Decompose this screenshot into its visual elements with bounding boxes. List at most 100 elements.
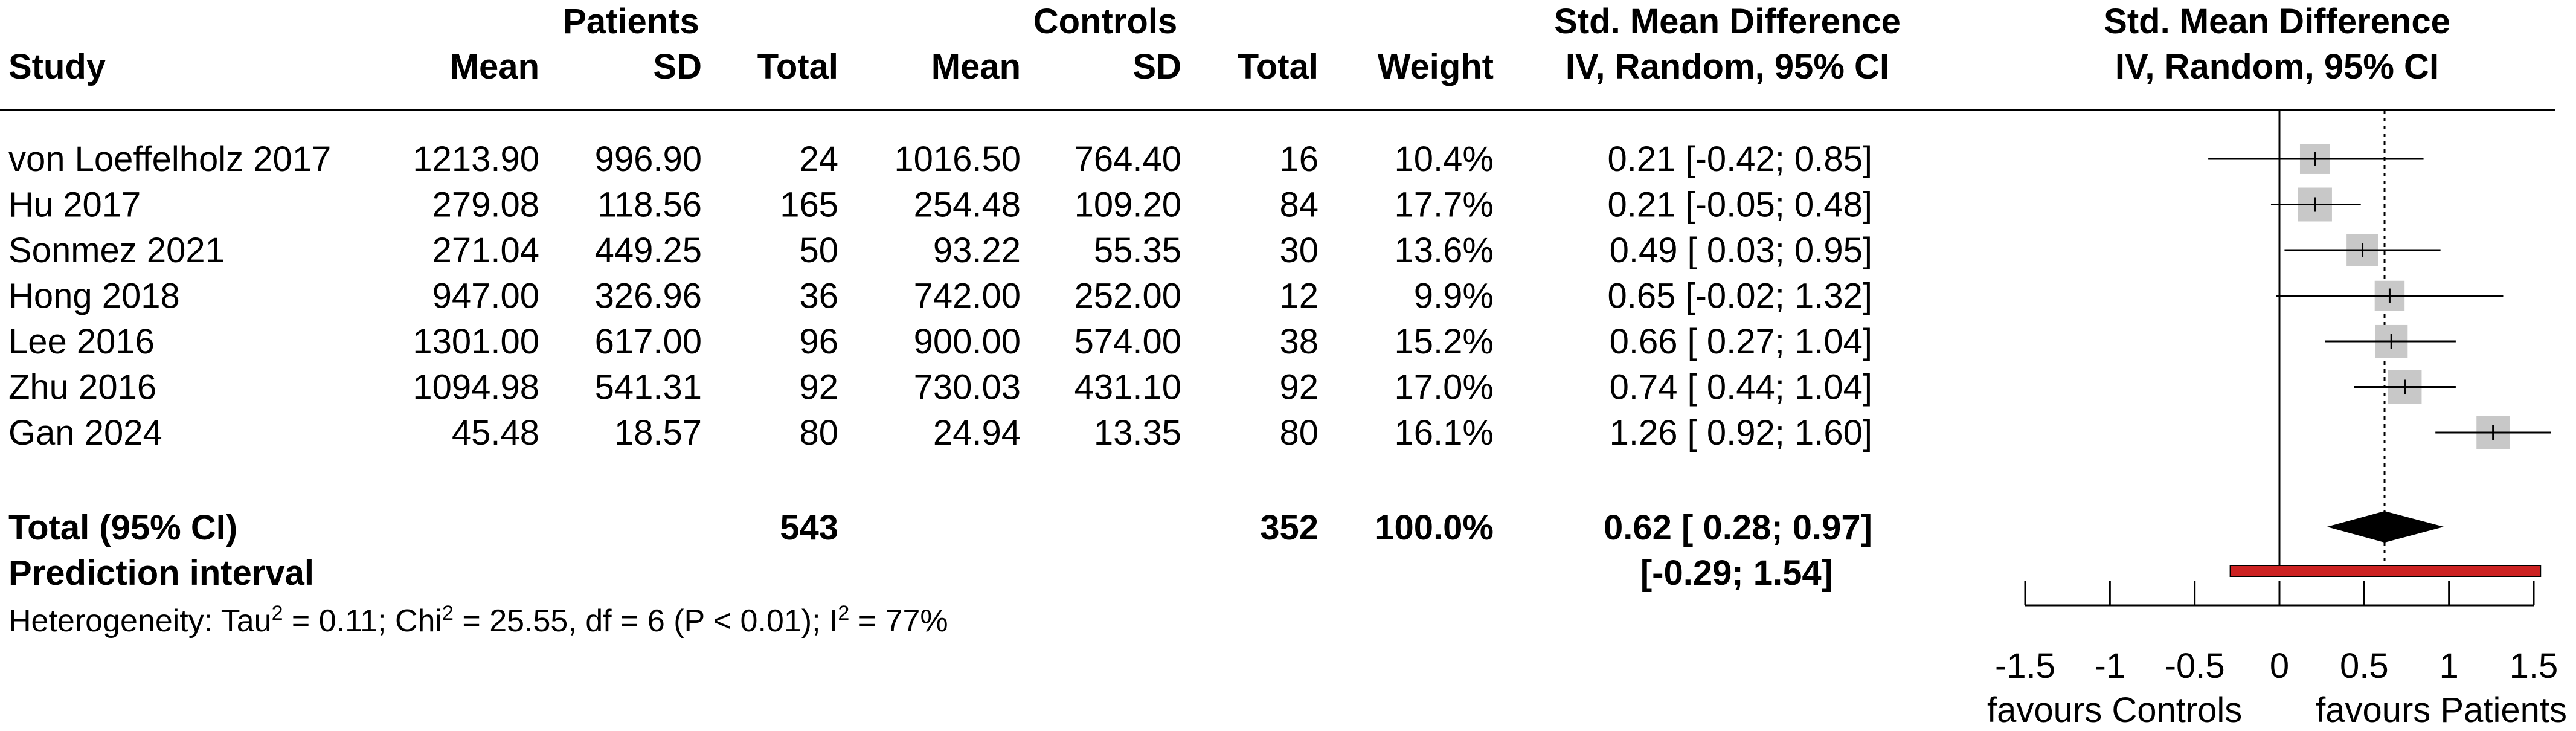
x-tick-label: 1.5 <box>2510 646 2558 686</box>
total-patients: 92 <box>799 368 838 407</box>
column-header-total-controls: Total <box>1238 47 1319 86</box>
study-name: Sonmez 2021 <box>8 231 225 270</box>
sd-patients: 326.96 <box>595 277 702 316</box>
mean-controls: 742.00 <box>914 277 1021 316</box>
column-header-study: Study <box>8 47 106 86</box>
total-controls: 12 <box>1279 277 1319 316</box>
x-tick-label: -0.5 <box>2165 646 2225 686</box>
total-label: Total (95% CI) <box>8 508 237 547</box>
sd-patients: 541.31 <box>595 368 702 407</box>
column-header-mean-controls: Mean <box>931 47 1021 86</box>
total-patients: 543 <box>780 508 838 547</box>
mean-patients: 279.08 <box>432 185 539 225</box>
smd-ci: 0.65 [-0.02; 1.32] <box>1607 277 1872 316</box>
favours-left-label: favours Controls <box>1987 691 2242 730</box>
sd-controls: 252.00 <box>1074 277 1181 316</box>
x-tick-label: 0 <box>2270 646 2289 686</box>
smd-header-top: Std. Mean Difference <box>1554 2 1901 41</box>
forest-plot-area: -1.5 -1 -0.5 0 0.5 1 1.5 <box>1995 110 2558 686</box>
x-tick-label: 0.5 <box>2340 646 2389 686</box>
column-header-sd-controls: SD <box>1132 47 1181 86</box>
sd-controls: 574.00 <box>1074 322 1181 361</box>
sd-controls: 13.35 <box>1094 413 1181 452</box>
weight: 17.7% <box>1395 185 1494 225</box>
x-tick-label: -1.5 <box>1995 646 2055 686</box>
mean-controls: 24.94 <box>933 413 1021 452</box>
column-header-total-patients: Total <box>757 47 838 86</box>
smd-ci: 1.26 [ 0.92; 1.60] <box>1610 413 1872 452</box>
plot-header-sub: IV, Random, 95% CI <box>2115 47 2439 86</box>
favours-right-label: favours Patients <box>2316 691 2567 730</box>
weight: 13.6% <box>1395 231 1494 270</box>
total-patients: 165 <box>780 185 838 225</box>
sd-patients: 118.56 <box>597 185 702 225</box>
smd-ci: 0.21 [-0.05; 0.48] <box>1607 185 1872 225</box>
controls-header: Controls <box>1033 2 1177 41</box>
table-row: von Loeffelholz 2017 1213.90 996.90 24 1016.… <box>8 140 1872 179</box>
sd-patients: 449.25 <box>595 231 702 270</box>
mean-patients: 1094.98 <box>413 368 539 407</box>
study-name: Hong 2018 <box>8 277 180 316</box>
mean-patients: 947.00 <box>432 277 539 316</box>
table-row: Sonmez 2021 271.04 449.25 50 93.22 55.35 30 13.… <box>8 231 1872 270</box>
table-row: Hong 2018 947.00 326.96 36 742.00 252.00 12 9.9… <box>8 277 1872 316</box>
weight: 15.2% <box>1395 322 1494 361</box>
sd-controls: 431.10 <box>1074 368 1181 407</box>
prediction-label: Prediction interval <box>8 553 314 593</box>
mean-controls: 1016.50 <box>894 140 1021 179</box>
study-name: Lee 2016 <box>8 322 155 361</box>
table-row: Gan 2024 45.48 18.57 80 24.94 13.35 80 16.1% 1.2… <box>8 413 1872 452</box>
study-name: Hu 2017 <box>8 185 141 225</box>
plot-header-top: Std. Mean Difference <box>2104 2 2450 41</box>
column-header-smd-ci: IV, Random, 95% CI <box>1566 47 1889 86</box>
smd-ci: 0.49 [ 0.03; 0.95] <box>1610 231 1872 270</box>
total-controls: 16 <box>1279 140 1319 179</box>
smd-ci: 0.66 [ 0.27; 1.04] <box>1610 322 1872 361</box>
table-row: Lee 2016 1301.00 617.00 96 900.00 574.00 38 15.… <box>8 322 1872 361</box>
total-controls: 30 <box>1279 231 1319 270</box>
total-patients: 36 <box>799 277 838 316</box>
mean-patients: 271.04 <box>432 231 539 270</box>
mean-patients: 1301.00 <box>413 322 539 361</box>
sd-controls: 764.40 <box>1074 140 1181 179</box>
summary-diamond <box>2327 511 2444 543</box>
total-patients: 80 <box>799 413 838 452</box>
total-patients: 24 <box>799 140 838 179</box>
sd-controls: 55.35 <box>1094 231 1181 270</box>
sd-patients: 18.57 <box>614 413 702 452</box>
total-controls: 38 <box>1279 322 1319 361</box>
weight: 10.4% <box>1395 140 1494 179</box>
total-ci: 0.62 [ 0.28; 0.97] <box>1604 508 1872 547</box>
total-patients: 96 <box>799 322 838 361</box>
sd-controls: 109.20 <box>1074 185 1181 225</box>
smd-ci: 0.74 [ 0.44; 1.04] <box>1610 368 1872 407</box>
column-header-mean-patients: Mean <box>450 47 539 86</box>
smd-ci: 0.21 [-0.42; 0.85] <box>1607 140 1872 179</box>
prediction-ci: [-0.29; 1.54] <box>1640 553 1833 593</box>
study-rows: von Loeffelholz 2017 1213.90 996.90 24 1016.… <box>8 140 1872 452</box>
column-header-sd-patients: SD <box>653 47 702 86</box>
sd-patients: 996.90 <box>595 140 702 179</box>
column-header-weight: Weight <box>1378 47 1494 86</box>
total-controls: 80 <box>1279 413 1319 452</box>
x-tick-label: -1 <box>2095 646 2126 686</box>
total-weight: 100.0% <box>1375 508 1494 547</box>
mean-controls: 730.03 <box>914 368 1021 407</box>
mean-controls: 93.22 <box>933 231 1021 270</box>
mean-controls: 254.48 <box>914 185 1021 225</box>
weight: 9.9% <box>1414 277 1494 316</box>
study-name: von Loeffelholz 2017 <box>8 140 331 179</box>
table-row: Hu 2017 279.08 118.56 165 254.48 109.20 84 17.7… <box>8 185 1872 225</box>
patients-header: Patients <box>563 2 699 41</box>
sd-patients: 617.00 <box>595 322 702 361</box>
table-row: Zhu 2016 1094.98 541.31 92 730.03 431.10 92 17.… <box>8 368 1872 407</box>
total-controls: 92 <box>1279 368 1319 407</box>
mean-controls: 900.00 <box>914 322 1021 361</box>
prediction-interval-bar <box>2229 565 2542 577</box>
total-controls: 84 <box>1279 185 1319 225</box>
mean-patients: 45.48 <box>452 413 539 452</box>
weight: 17.0% <box>1395 368 1494 407</box>
total-controls: 352 <box>1260 508 1319 547</box>
study-name: Zhu 2016 <box>8 368 156 407</box>
